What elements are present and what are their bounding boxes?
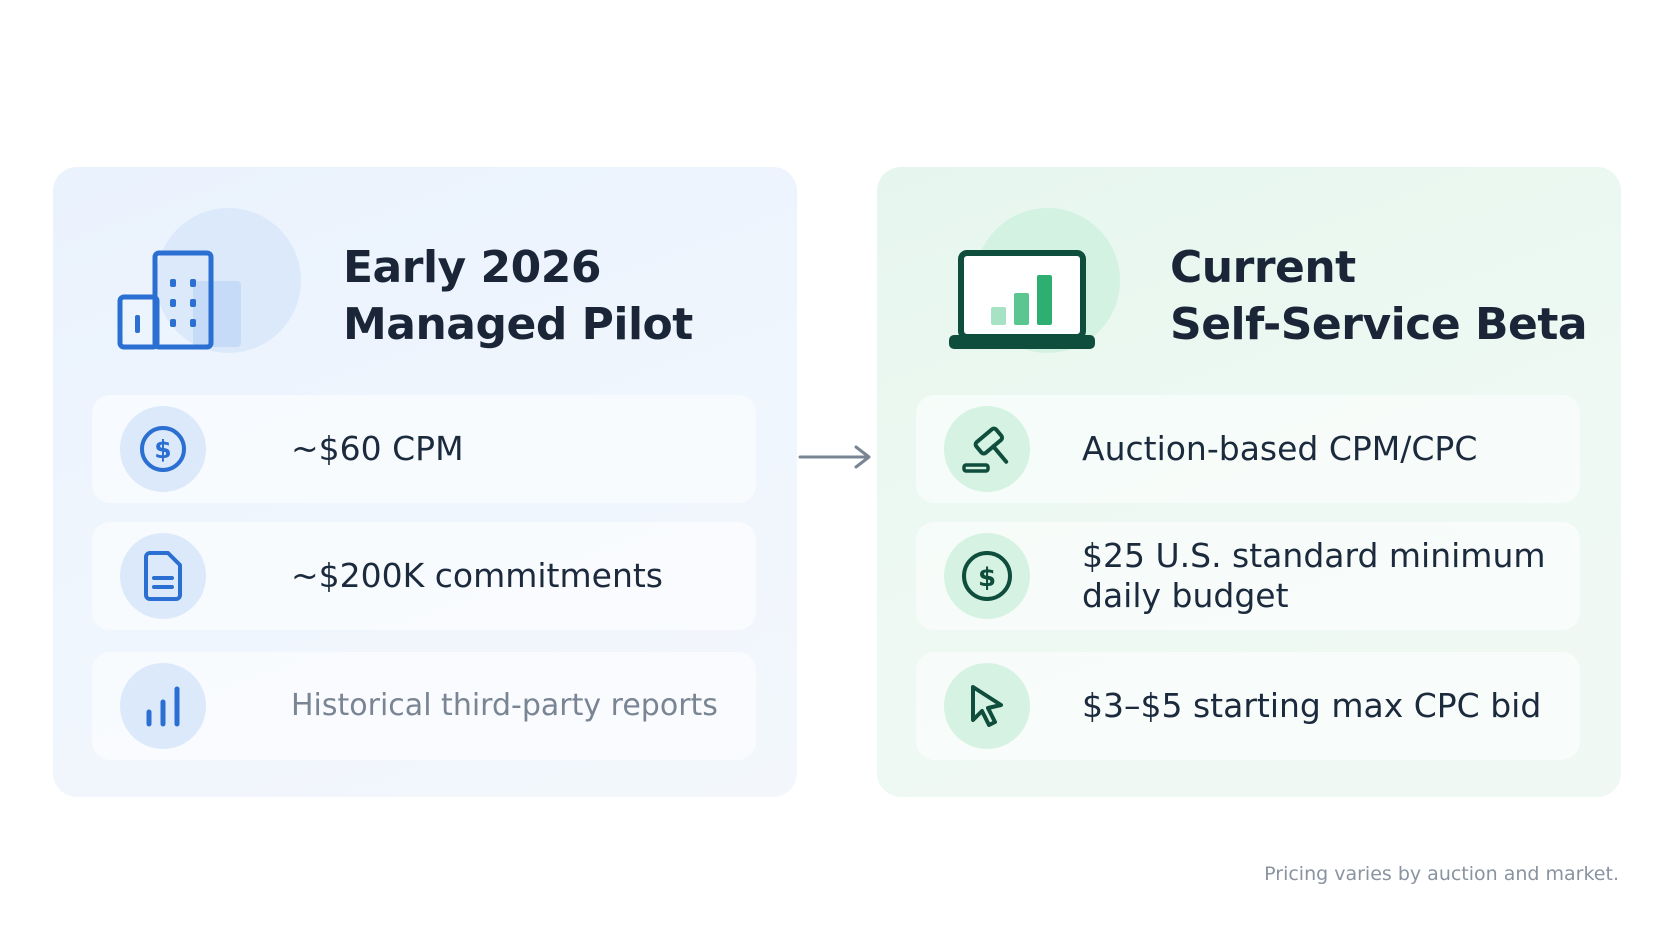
cursor-icon xyxy=(944,663,1030,749)
list-item: $ ~$60 CPM xyxy=(92,395,756,503)
arrow-right-icon xyxy=(798,445,874,474)
card-title: Current Self-Service Beta xyxy=(1170,239,1588,353)
office-building-icon xyxy=(117,247,247,357)
list-item: $3–$5 starting max CPC bid xyxy=(916,652,1580,760)
title-line-2: Self-Service Beta xyxy=(1170,299,1588,350)
row-text: Auction-based CPM/CPC xyxy=(1082,429,1478,468)
row-text: $3–$5 starting max CPC bid xyxy=(1082,686,1542,725)
row-text: ~$60 CPM xyxy=(291,429,464,468)
managed-pilot-card: Early 2026 Managed Pilot $ ~$60 CPM ~$20… xyxy=(53,167,797,797)
svg-text:$: $ xyxy=(978,563,996,593)
row-text: $25 U.S. standard minimum daily budget xyxy=(1082,536,1546,615)
list-item: $ $25 U.S. standard minimum daily budget xyxy=(916,522,1580,630)
gavel-icon xyxy=(944,406,1030,492)
bar-chart-icon xyxy=(120,663,206,749)
card-title: Early 2026 Managed Pilot xyxy=(343,239,693,353)
self-service-beta-card: Current Self-Service Beta Auction-based … xyxy=(877,167,1621,797)
svg-text:$: $ xyxy=(154,435,171,464)
list-item: Historical third-party reports xyxy=(92,652,756,760)
row-text: ~$200K commitments xyxy=(291,556,663,595)
title-line-1: Early 2026 xyxy=(343,242,601,293)
list-item: ~$200K commitments xyxy=(92,522,756,630)
laptop-chart-icon xyxy=(947,249,1097,359)
footnote: Pricing varies by auction and market. xyxy=(1264,863,1619,885)
document-icon xyxy=(120,533,206,619)
list-item: Auction-based CPM/CPC xyxy=(916,395,1580,503)
title-line-2: Managed Pilot xyxy=(343,299,693,350)
dollar-circle-icon: $ xyxy=(944,533,1030,619)
row-text: Historical third-party reports xyxy=(291,688,718,723)
title-line-1: Current xyxy=(1170,242,1356,293)
dollar-circle-icon: $ xyxy=(120,406,206,492)
